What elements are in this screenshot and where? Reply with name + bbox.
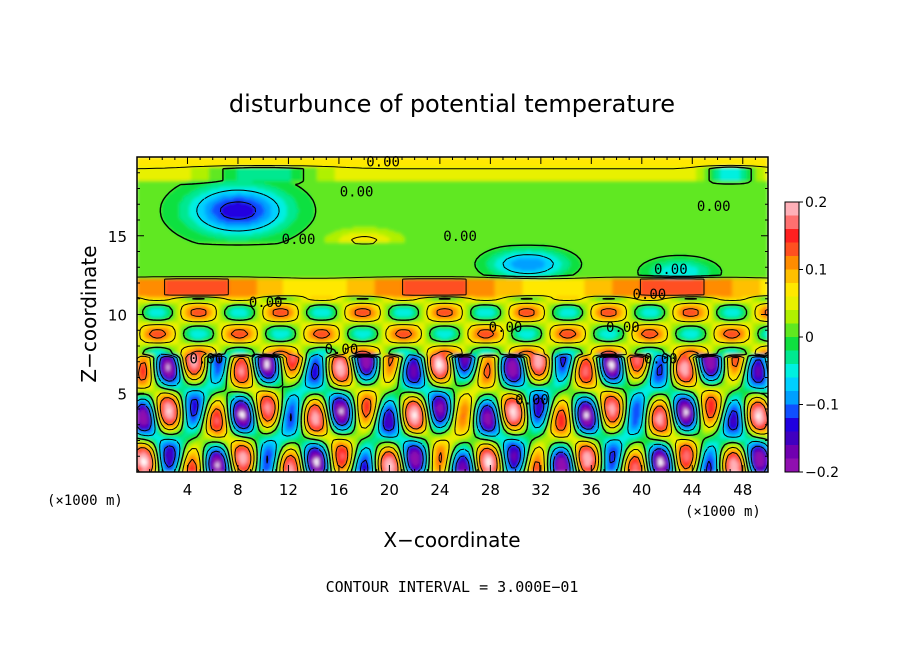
contour-label: 0.00: [644, 352, 678, 368]
contour-label: 0.00: [489, 320, 523, 336]
colorbar-swatch: [785, 323, 799, 338]
x-tick-label: 32: [531, 481, 550, 499]
z-tick-label: 10: [108, 307, 127, 325]
colorbar-swatch: [785, 283, 799, 297]
contour-label: 0.00: [190, 352, 224, 368]
colorbar-swatch: [785, 310, 799, 324]
x-axis-label: X−coordinate: [383, 528, 520, 552]
colorbar-tick-label: −0.2: [805, 465, 839, 481]
x-tick-label: 44: [683, 481, 702, 499]
colorbar-swatch: [785, 431, 799, 446]
x-tick-label: 8: [233, 481, 243, 499]
colorbar-tick-label: −0.1: [805, 398, 839, 414]
colorbar-swatch: [785, 391, 799, 405]
contour-line: [137, 166, 768, 472]
contour-label: 0.00: [515, 393, 549, 409]
contour-label: 0.00: [249, 295, 283, 311]
x-tick-label: 12: [279, 481, 298, 499]
z-unit-label: (×1000 m): [47, 493, 123, 509]
x-tick-label: 4: [183, 481, 193, 499]
contour-line: [137, 164, 768, 472]
colorbar-swatch: [785, 377, 799, 392]
x-axis: 4 8 12 16 20 24 28 32 36 40 44 48: [136, 157, 769, 499]
x-tick-label: 28: [481, 481, 500, 499]
contour-labels: 0.000.000.000.00 0.000.000.00 0.000.00 0.00…: [190, 155, 731, 409]
contour-label: 0.00: [443, 229, 477, 245]
colorbar-swatch: [785, 350, 799, 365]
colorbar-swatch: [785, 445, 799, 459]
x-tick-label: 36: [582, 481, 601, 499]
contour-label: 0.00: [697, 199, 731, 215]
colorbar-swatch: [785, 296, 799, 311]
colorbar-swatch: [785, 269, 799, 284]
x-tick-label: 24: [430, 481, 449, 499]
x-tick-label: 48: [733, 481, 752, 499]
contour-label: 0.00: [325, 342, 359, 358]
colorbar-tick-label: 0: [805, 330, 814, 346]
z-tick-label: 5: [117, 385, 127, 403]
contour-label: 0.00: [340, 185, 374, 201]
contour-label: 0.00: [606, 320, 640, 336]
x-tick-label: 20: [380, 481, 399, 499]
colorbar-swatch: [785, 242, 799, 257]
z-axis: 5 10 15: [108, 156, 768, 473]
contour-label: 0.00: [282, 232, 316, 248]
colorbar-swatch: [785, 256, 799, 270]
colorbar-swatch: [785, 215, 799, 230]
colorbar-swatch: [785, 364, 799, 378]
contour-lines: [137, 164, 768, 472]
colorbar: 0.2 0.1 0 −0.1 −0.2: [784, 195, 839, 481]
contour-label: 0.00: [654, 262, 688, 278]
colorbar-tick-label: 0.1: [805, 263, 827, 279]
z-tick-label: 15: [108, 228, 127, 246]
colorbar-swatch: [785, 202, 799, 216]
colorbar-swatch: [785, 337, 799, 351]
contour-line: [137, 278, 768, 472]
colorbar-swatch: [785, 458, 799, 473]
chart-title: disturbunce of potential temperature: [229, 90, 675, 118]
plot-area: 0.000.000.000.00 0.000.000.00 0.000.00 0.00…: [108, 155, 769, 499]
x-tick-label: 16: [329, 481, 348, 499]
colorbar-tick-label: 0.2: [805, 195, 827, 211]
x-tick-label: 40: [632, 481, 651, 499]
contour-label: 0.00: [633, 287, 667, 303]
colorbar-swatch: [785, 229, 799, 243]
contour-line: [137, 201, 768, 472]
colorbar-swatch: [785, 418, 799, 432]
y-axis-label: Z−coordinate: [77, 245, 101, 382]
x-unit-label: (×1000 m): [685, 504, 761, 520]
contour-interval-note: CONTOUR INTERVAL = 3.000E−01: [326, 578, 579, 596]
contour-label: 0.00: [366, 155, 400, 171]
colorbar-swatch: [785, 404, 799, 419]
